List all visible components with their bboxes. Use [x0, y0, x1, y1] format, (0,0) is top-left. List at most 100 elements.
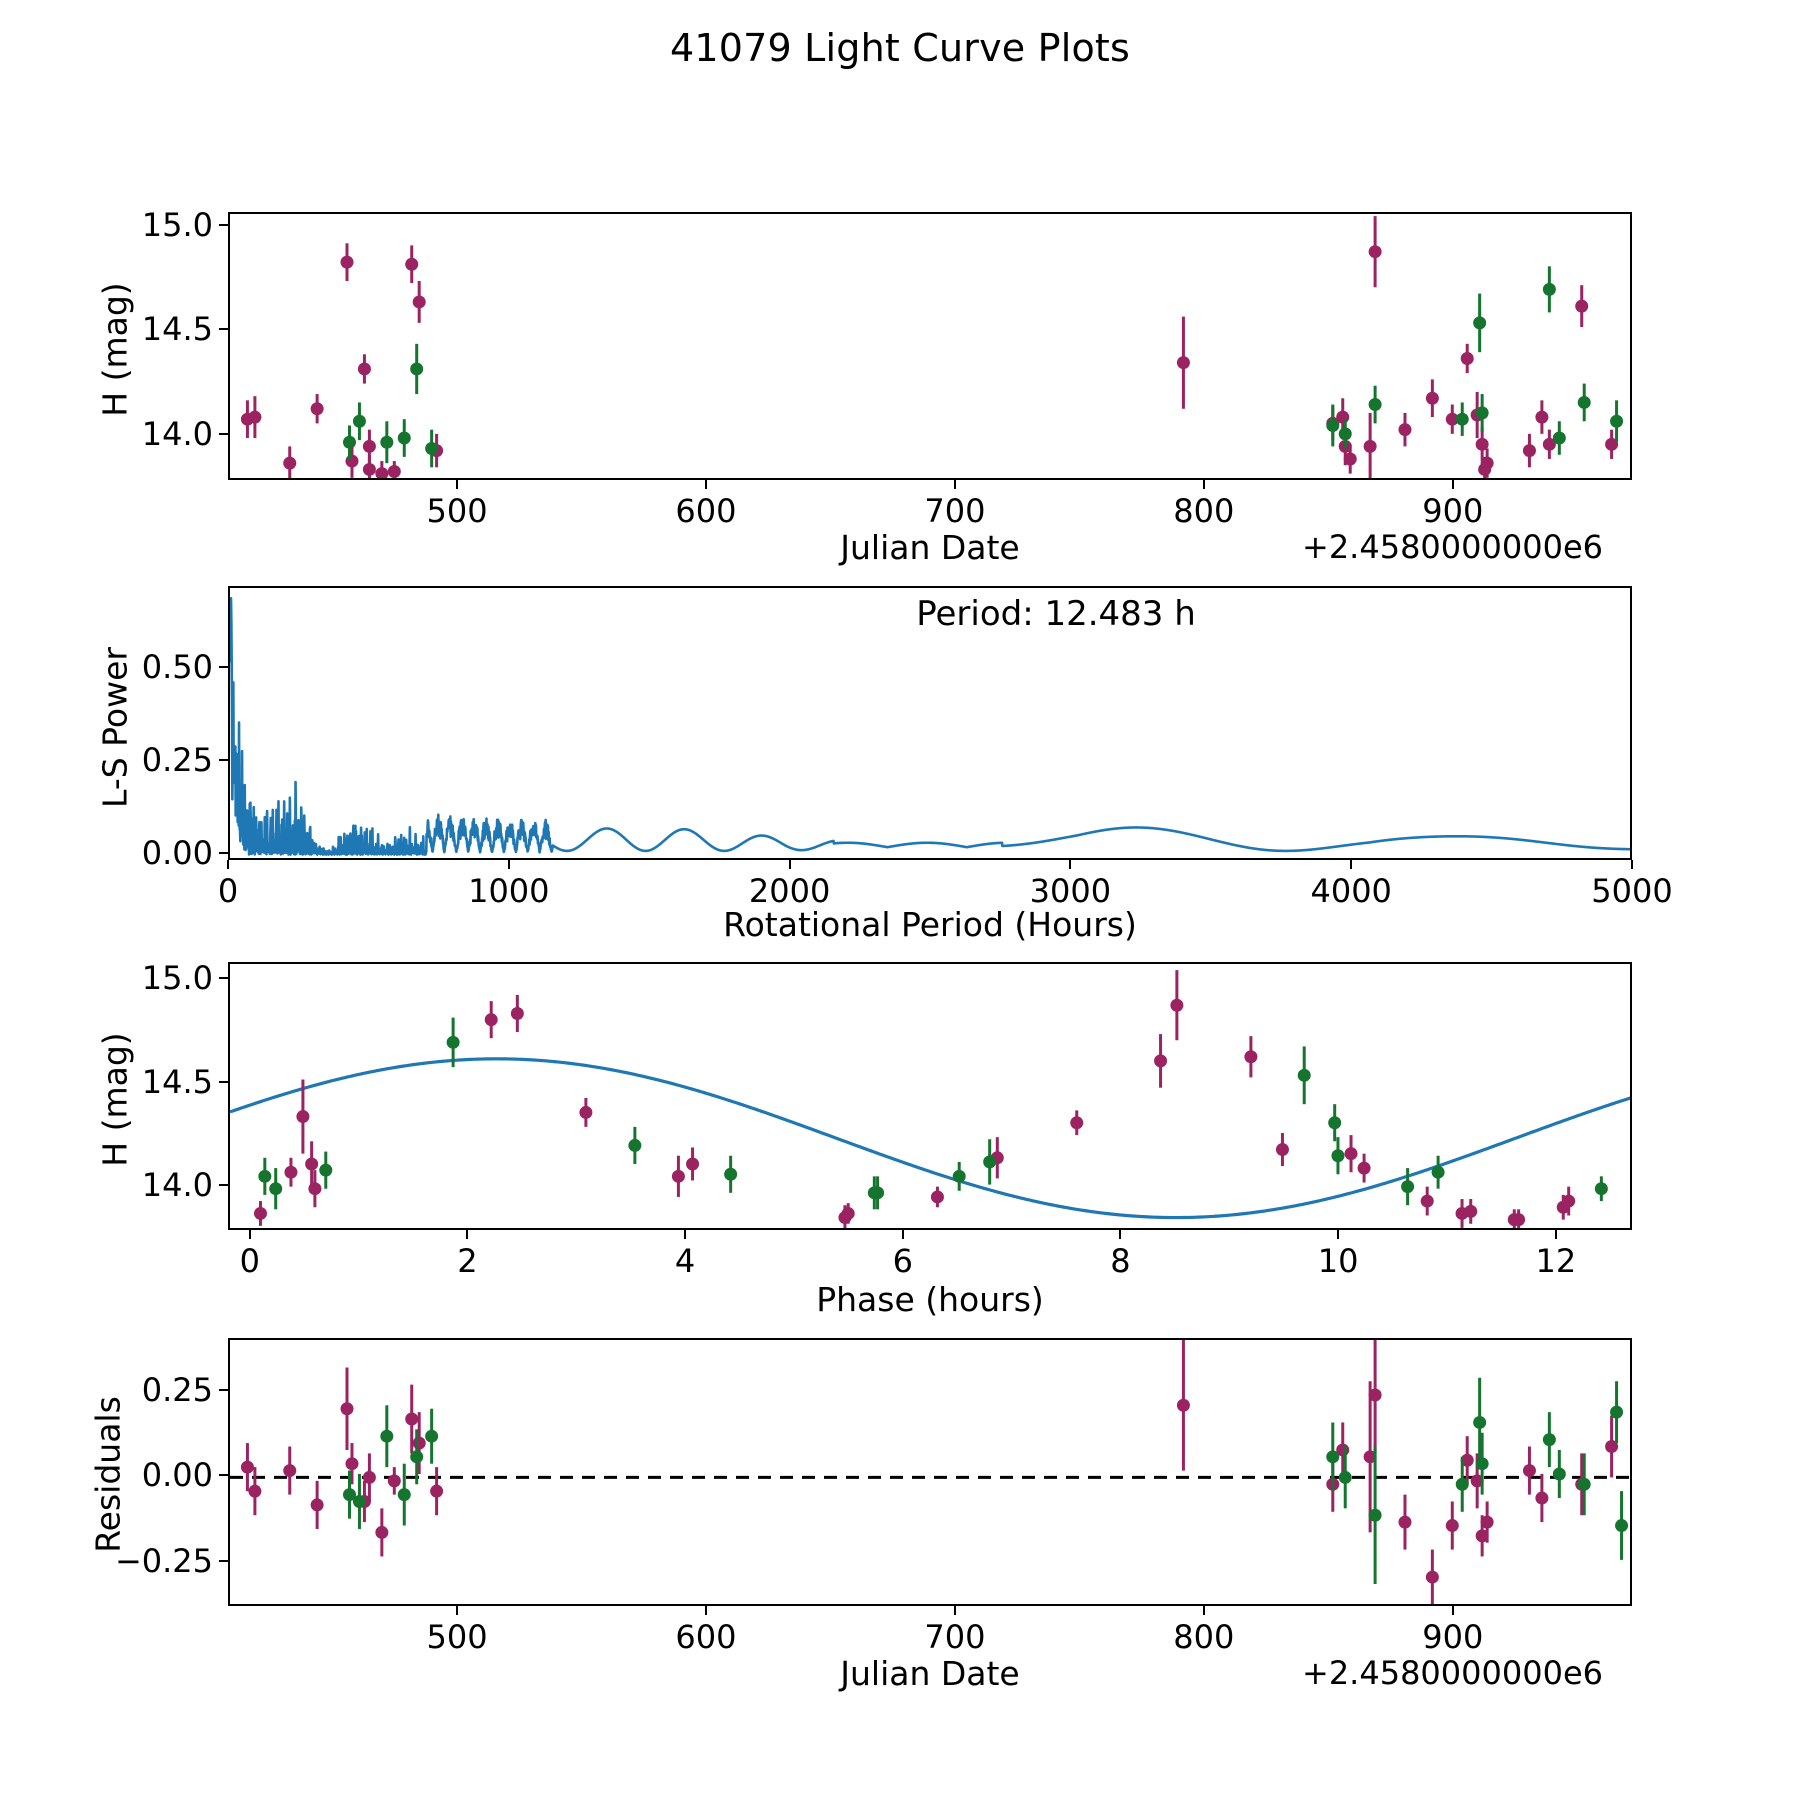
data-point [1535, 410, 1549, 424]
data-point [1535, 1491, 1549, 1505]
page-title: 41079 Light Curve Plots [669, 26, 1131, 70]
series-series_a [240, 216, 1619, 478]
data-point [362, 462, 376, 476]
y-tick-label: 15.0 [141, 205, 213, 244]
data-point [405, 257, 419, 271]
data-point [930, 1190, 944, 1204]
x-tick-label: 900 [1422, 492, 1484, 530]
y-tick-label: 0.00 [141, 1456, 213, 1495]
data-point [446, 1035, 460, 1049]
data-point [1522, 1464, 1536, 1478]
data-point [1455, 412, 1469, 426]
data-point [248, 1484, 262, 1498]
phase-folded-xlabel: Phase (hours) [816, 1280, 1044, 1319]
data-point [1368, 1508, 1382, 1522]
data-point [484, 1013, 498, 1027]
x-tick-label: 6 [892, 1242, 913, 1280]
data-point [308, 1182, 322, 1196]
data-point [319, 1163, 333, 1177]
panel-residuals [228, 1338, 1632, 1606]
periodogram-plot-area [230, 596, 1630, 856]
data-point [1326, 418, 1340, 432]
data-point [983, 1155, 997, 1169]
x-tick-label: 5000 [1591, 872, 1673, 910]
data-point [1460, 351, 1474, 365]
y-tick-mark [219, 223, 228, 226]
data-point [352, 414, 366, 428]
periodogram-ylabel: L-S Power [95, 647, 135, 808]
data-point [425, 1429, 439, 1443]
data-point [305, 1157, 319, 1171]
data-point [387, 465, 401, 478]
data-point [425, 442, 439, 455]
data-point [1425, 391, 1439, 405]
x-tick-mark [953, 480, 956, 489]
data-point [342, 1488, 356, 1502]
data-point [410, 1450, 424, 1464]
data-point [1577, 1477, 1591, 1491]
x-tick-mark [1451, 480, 1454, 489]
series-series_b [258, 1017, 1608, 1210]
data-point [283, 1464, 297, 1478]
data-point [1475, 1529, 1489, 1543]
data-point [1326, 1450, 1340, 1464]
phase-folded-plot-area [230, 970, 1630, 1228]
x-tick-mark [507, 860, 510, 869]
x-tick-label: 900 [1422, 1618, 1484, 1656]
x-tick-mark [1631, 860, 1633, 869]
lightcurve-plot-area [240, 216, 1624, 478]
data-point [1475, 437, 1489, 451]
x-tick-mark [953, 1606, 956, 1615]
data-point [375, 467, 389, 478]
x-tick-label: 12 [1535, 1242, 1577, 1280]
lightcurve-offset-text: +2.4580000000e6 [1302, 528, 1603, 566]
data-point [352, 1494, 366, 1508]
y-tick-mark [219, 977, 228, 980]
x-tick-label: 700 [924, 1618, 986, 1656]
series-series_b [342, 266, 1624, 468]
x-tick-mark [704, 1606, 707, 1615]
data-point [1475, 1457, 1489, 1471]
y-tick-label: −0.25 [114, 1542, 213, 1581]
y-tick-label: 14.5 [141, 1062, 213, 1101]
data-point [310, 1498, 324, 1512]
data-point [1368, 398, 1382, 412]
x-tick-mark [456, 480, 459, 489]
data-point [1338, 427, 1352, 441]
x-tick-label: 10 [1317, 1242, 1359, 1280]
data-point [397, 1488, 411, 1502]
data-point [1542, 1433, 1556, 1447]
x-tick-label: 800 [1173, 1618, 1235, 1656]
y-tick-mark [219, 1388, 228, 1391]
periodogram-axes [228, 586, 1632, 860]
data-point [1610, 414, 1624, 428]
data-point [510, 1006, 524, 1020]
data-point [871, 1186, 885, 1200]
x-tick-mark [704, 480, 707, 489]
data-point [362, 1470, 376, 1484]
periodogram-xlabel: Rotational Period (Hours) [723, 905, 1137, 944]
data-point [1368, 245, 1382, 259]
data-point [258, 1169, 272, 1183]
sinusoid-fit-line [230, 1057, 1630, 1220]
data-point [671, 1169, 685, 1183]
data-point [1552, 431, 1566, 445]
x-tick-mark [901, 1230, 904, 1239]
data-point [1357, 1161, 1371, 1175]
data-point [1425, 1570, 1439, 1584]
data-point [1297, 1068, 1311, 1082]
data-point [1328, 1116, 1342, 1130]
series-series_a [240, 1340, 1619, 1604]
data-point [283, 456, 297, 470]
y-tick-mark [219, 1183, 228, 1186]
residuals-xlabel: Julian Date [840, 1654, 1020, 1693]
data-point [1344, 1147, 1358, 1161]
data-point [1275, 1143, 1289, 1157]
x-tick-mark [788, 860, 791, 869]
data-point [1363, 439, 1377, 453]
x-tick-mark [1451, 1606, 1454, 1615]
data-point [579, 1105, 593, 1119]
x-tick-label: 4000 [1310, 872, 1392, 910]
data-point [380, 1429, 394, 1443]
